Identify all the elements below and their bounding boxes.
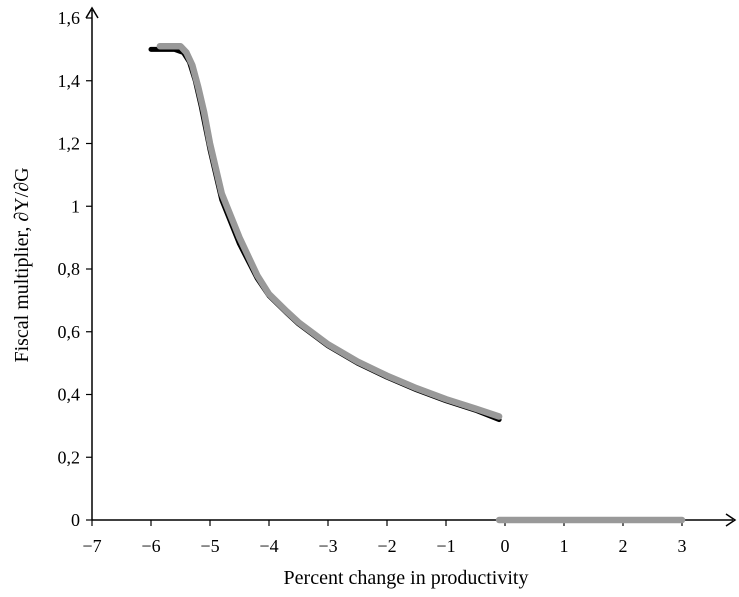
x-tick-label: −7 xyxy=(82,536,101,556)
x-tick-label: −3 xyxy=(318,536,337,556)
x-axis-title: Percent change in productivity xyxy=(284,567,529,589)
y-tick-label: 0,4 xyxy=(58,385,81,405)
y-ticks: 0 0,2 0,4 0,6 0,8 1 1,2 1,4 1,6 xyxy=(58,8,92,530)
y-axis-title: Fiscal multiplier, ∂Y/∂G xyxy=(11,167,33,362)
x-tick-label: −4 xyxy=(259,536,278,556)
series-layer xyxy=(148,42,686,524)
y-tick-label: 0,8 xyxy=(58,259,81,279)
x-tick-label: 1 xyxy=(560,536,569,556)
x-tick-label: −6 xyxy=(141,536,160,556)
y-tick-label: 1,4 xyxy=(58,71,81,91)
series-2-line xyxy=(156,42,503,420)
x-tick-label: −1 xyxy=(436,536,455,556)
y-axis-arrowhead xyxy=(85,6,99,19)
x-tick-label: −5 xyxy=(200,536,219,556)
y-tick-label: 1 xyxy=(71,196,80,216)
y-tick-label: 1,2 xyxy=(58,134,81,154)
x-tick-label: 3 xyxy=(678,536,687,556)
y-tick-label: 0 xyxy=(71,510,80,530)
x-tick-label: 0 xyxy=(501,536,510,556)
y-tick-label: 1,6 xyxy=(58,8,81,28)
axes xyxy=(85,6,737,527)
x-ticks: −7 −6 −5 −4 −3 −2 −1 0 1 2 3 xyxy=(82,520,687,556)
y-tick-label: 0,2 xyxy=(58,447,81,467)
x-tick-label: −2 xyxy=(377,536,396,556)
x-tick-label: 2 xyxy=(619,536,628,556)
x-axis-arrowhead xyxy=(725,513,737,527)
y-tick-label: 0,6 xyxy=(58,322,81,342)
